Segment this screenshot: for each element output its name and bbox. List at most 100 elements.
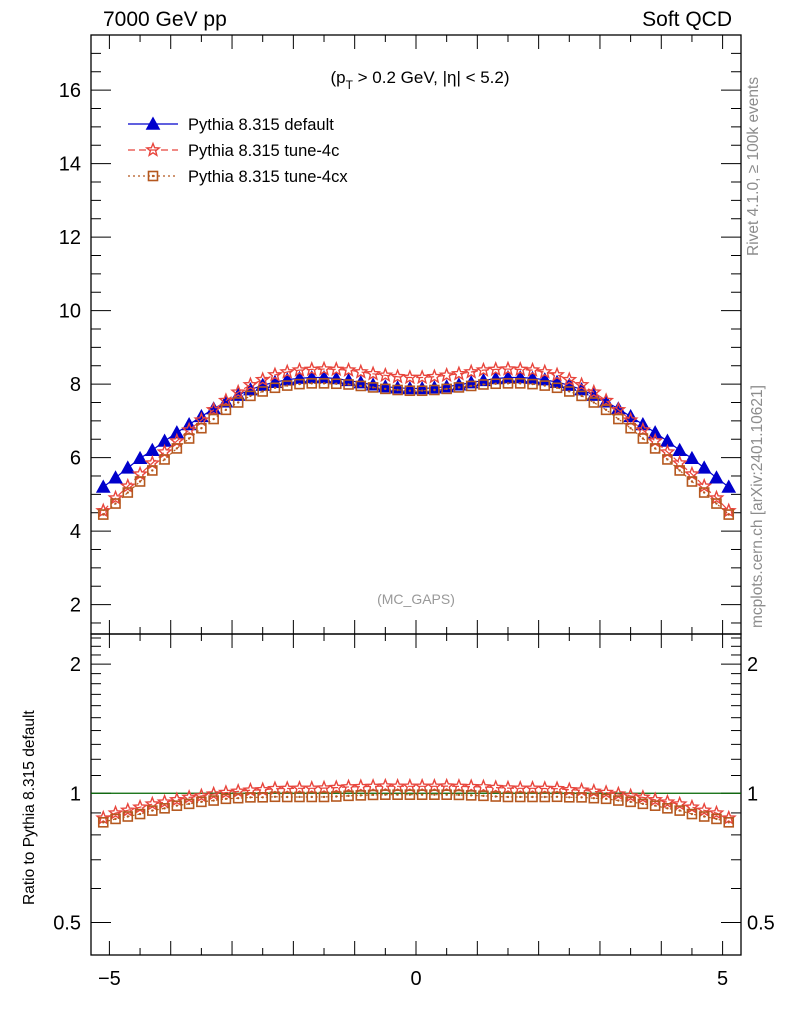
- ratio-point-center: [347, 794, 350, 798]
- data-point-center: [519, 382, 522, 385]
- data-point-center: [102, 513, 105, 516]
- data-point: [564, 386, 575, 397]
- data-point-center: [396, 388, 399, 392]
- ratio-point-center: [519, 795, 522, 799]
- ratio-point: [637, 798, 649, 810]
- ratio-point-center: [224, 797, 228, 801]
- data-point: [649, 443, 661, 454]
- ratio-point-center: [617, 799, 620, 802]
- ratio-point: [281, 791, 293, 803]
- ratio-point-center: [715, 817, 718, 821]
- data-point: [416, 385, 428, 397]
- ratio-point: [97, 817, 109, 828]
- legend-entry: Pythia 8.315 default: [188, 116, 334, 134]
- ratio-point: [196, 796, 207, 808]
- data-point: [97, 509, 109, 520]
- data-point: [107, 489, 124, 505]
- data-point-center: [322, 382, 326, 385]
- data-point: [245, 390, 256, 402]
- ratio-point: [328, 779, 345, 795]
- legend-marker-center: [151, 174, 155, 178]
- legend-marker: [144, 141, 162, 157]
- ratio-line: [103, 794, 729, 823]
- data-point: [171, 443, 183, 454]
- data-point: [429, 384, 440, 396]
- ratio-point-center: [543, 795, 546, 799]
- ratio-point: [303, 779, 320, 796]
- series-2: [95, 360, 737, 518]
- ratio-point: [181, 788, 198, 805]
- data-point: [588, 397, 600, 408]
- data-point: [242, 376, 259, 392]
- data-point-center: [212, 417, 215, 421]
- data-point: [414, 369, 431, 385]
- ratio-point: [343, 790, 354, 802]
- ratio-y-tick-label-right: 1: [747, 783, 758, 805]
- ratio-y-tick-label: 1: [70, 783, 81, 805]
- data-point-center: [629, 427, 632, 430]
- ratio-point: [723, 817, 735, 828]
- data-point: [441, 383, 452, 395]
- ratio-point-center: [335, 795, 338, 798]
- data-point-center: [641, 437, 645, 440]
- ratio-point: [441, 789, 452, 800]
- data-point: [561, 371, 578, 387]
- ratio-point: [147, 805, 158, 816]
- ratio-point: [514, 791, 526, 803]
- data-point: [404, 385, 416, 397]
- data-point: [230, 383, 247, 400]
- data-point: [637, 433, 649, 444]
- ratio-point: [95, 809, 112, 825]
- data-point-center: [310, 382, 313, 385]
- ratio-point: [355, 790, 367, 801]
- data-point: [281, 380, 293, 391]
- data-point-center: [580, 394, 583, 398]
- data-point: [355, 380, 367, 392]
- data-point: [576, 390, 587, 402]
- ratio-point: [257, 791, 268, 803]
- data-point: [499, 360, 516, 376]
- legend-marker: [147, 170, 159, 182]
- ratio-point: [625, 796, 636, 808]
- legend: Pythia 8.315 default Pythia 8.315 tune-4c…: [128, 116, 348, 186]
- data-point: [159, 454, 170, 465]
- ratio-point: [613, 795, 624, 806]
- ratio-point-center: [322, 795, 326, 799]
- data-point: [427, 380, 442, 394]
- data-point: [709, 470, 724, 484]
- data-point: [711, 498, 722, 509]
- data-point: [647, 425, 663, 439]
- data-point-center: [175, 447, 179, 450]
- data-point: [463, 363, 480, 379]
- ratio-point-center: [482, 794, 485, 798]
- data-point-center: [715, 502, 718, 505]
- data-point: [698, 487, 710, 498]
- ratio-point: [367, 789, 379, 801]
- plot-subtitle: (pT > 0.2 GeV, |η| < 5.2): [330, 68, 509, 92]
- ratio-point: [291, 779, 308, 796]
- ratio-point-center: [666, 807, 669, 810]
- ratio-point-center: [138, 812, 142, 816]
- data-point: [536, 363, 553, 379]
- data-point-center: [200, 427, 203, 430]
- data-point-center: [433, 388, 436, 392]
- ratio-point-center: [384, 793, 387, 796]
- ratio-point-center: [568, 796, 571, 799]
- data-point-center: [690, 480, 694, 483]
- data-point: [380, 383, 391, 395]
- data-point: [634, 421, 651, 437]
- ratio-point: [475, 778, 492, 794]
- ratio-point: [119, 801, 136, 818]
- ratio-point: [634, 788, 651, 805]
- data-point: [475, 361, 492, 377]
- data-point-center: [604, 408, 608, 412]
- ratio-point: [708, 804, 725, 820]
- data-point: [120, 460, 136, 474]
- ratio-point-center: [126, 815, 129, 818]
- data-point-center: [506, 382, 510, 385]
- ratio-point: [365, 777, 382, 794]
- data-point-center: [408, 389, 412, 392]
- data-point-center: [592, 401, 596, 404]
- data-point: [294, 378, 305, 390]
- data-point-center: [555, 386, 559, 389]
